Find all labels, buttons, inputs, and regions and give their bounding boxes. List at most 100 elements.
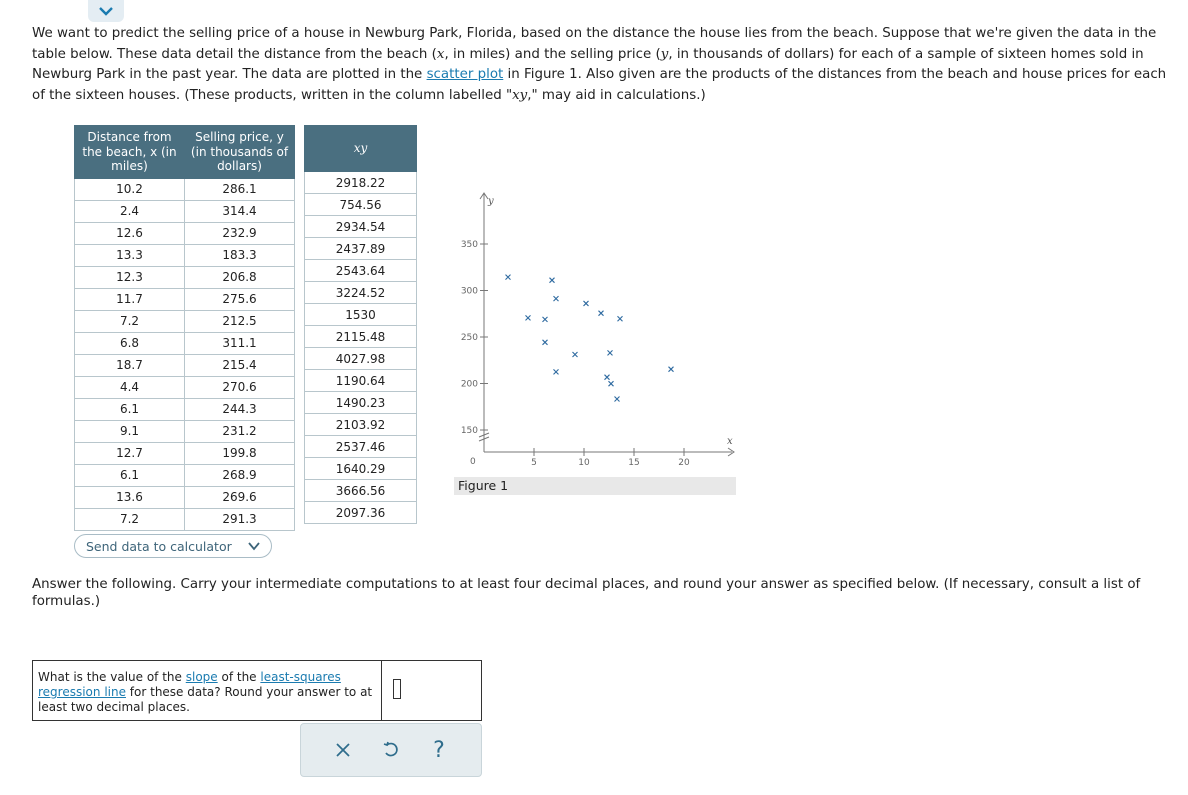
collapse-button[interactable]: [88, 0, 124, 22]
slope-link[interactable]: slope: [185, 670, 218, 684]
close-icon: [336, 743, 350, 757]
price-cell: 199.8: [184, 441, 295, 465]
xy-cell: 1530: [304, 303, 417, 326]
distance-cell: 12.6: [74, 221, 185, 245]
undo-icon: [383, 741, 398, 757]
data-point: [608, 380, 614, 387]
distance-cell: 13.3: [74, 243, 185, 267]
table-row: 13.6 269.6: [74, 485, 295, 509]
y-axis-label: y: [487, 196, 494, 207]
table-row: 3224.52: [304, 281, 417, 304]
table-row: 1490.23: [304, 391, 417, 414]
x-tick-label: 10: [578, 458, 590, 468]
table-row: 2537.46: [304, 435, 417, 458]
axis-break-mark: [478, 432, 490, 442]
header-distance: Distance from the beach, x (in miles): [74, 125, 185, 179]
table-row: 6.1 244.3: [74, 397, 295, 421]
y-axis-arrow: [479, 192, 489, 200]
table-row: 2543.64: [304, 259, 417, 282]
price-cell: 270.6: [184, 375, 295, 399]
scatter-plot-link[interactable]: scatter plot: [426, 67, 504, 83]
x-tick-label: 5: [531, 458, 537, 468]
price-cell: 286.1: [184, 177, 295, 201]
table-row: 12.6 232.9: [74, 221, 295, 245]
xy-cell: 2097.36: [304, 501, 417, 524]
divider: [381, 661, 382, 720]
send-data-button[interactable]: Send data to calculator: [74, 534, 272, 558]
distance-cell: 2.4: [74, 199, 185, 223]
table-row: 2103.92: [304, 413, 417, 436]
distance-cell: 12.7: [74, 441, 185, 465]
distance-cell: 13.6: [74, 485, 185, 509]
y-tick-label: 350: [461, 240, 478, 250]
data-point: [505, 274, 511, 280]
price-cell: 206.8: [184, 265, 295, 289]
table-row: 9.1 231.2: [74, 419, 295, 443]
header-price: Selling price, y (in thousands of dollar…: [184, 125, 295, 179]
problem-intro: We want to predict the selling price of …: [32, 26, 1167, 103]
x-tick-label: 15: [628, 458, 639, 468]
x-tick-label: 20: [678, 458, 690, 468]
distance-cell: 7.2: [74, 507, 185, 531]
least-squares-link[interactable]: least-squares regression line: [38, 670, 341, 699]
distance-cell: 6.1: [74, 463, 185, 487]
header-xy: xy: [304, 125, 417, 172]
table-row: 1190.64: [304, 369, 417, 392]
data-point: [617, 315, 623, 322]
price-cell: 269.6: [184, 485, 295, 509]
slope-answer-input[interactable]: [393, 679, 401, 699]
scatter-plot: x y 0 5 10 15 20 150 200 250 300 350: [461, 192, 735, 468]
xy-cell: 1190.64: [304, 369, 417, 392]
xy-table: xy 2918.22 754.56 2934.54 2437.89 2543.64 322…: [304, 125, 417, 524]
data-point: [583, 300, 589, 307]
y-tick-label: 300: [461, 287, 478, 297]
distance-cell: 9.1: [74, 419, 185, 443]
undo-button[interactable]: [377, 736, 405, 764]
table-row: 7.2 212.5: [74, 309, 295, 333]
price-cell: 275.6: [184, 287, 295, 311]
xy-cell: 2543.64: [304, 259, 417, 282]
y-tick-label: 150: [461, 426, 478, 436]
clear-button[interactable]: [329, 736, 357, 764]
xy-cell: 2437.89: [304, 237, 417, 260]
data-point: [553, 368, 559, 375]
distance-cell: 6.8: [74, 331, 185, 355]
question-box: What is the value of the slope of the le…: [32, 660, 482, 721]
price-cell: 183.3: [184, 243, 295, 267]
table-row: 1530: [304, 303, 417, 326]
table-row: 2918.22: [304, 171, 417, 194]
table-row: 12.7 199.8: [74, 441, 295, 465]
table-row: 2437.89: [304, 237, 417, 260]
price-cell: 231.2: [184, 419, 295, 443]
xy-cell: 1490.23: [304, 391, 417, 414]
x-axis-label: x: [727, 436, 733, 447]
xy-cell: 3666.56: [304, 479, 417, 502]
table-row: 4.4 270.6: [74, 375, 295, 399]
xy-cell: 2103.92: [304, 413, 417, 436]
xy-cell: 4027.98: [304, 347, 417, 370]
data-point: [572, 351, 578, 358]
data-point: [614, 396, 620, 402]
xy-cell: 3224.52: [304, 281, 417, 304]
help-icon: ?: [433, 737, 445, 763]
table-row: 18.7 215.4: [74, 353, 295, 377]
xy-cell: 754.56: [304, 193, 417, 216]
data-point: [525, 314, 531, 321]
xy-cell: 2537.46: [304, 435, 417, 458]
data-point: [542, 339, 548, 346]
table-row: 12.3 206.8: [74, 265, 295, 289]
distance-cell: 7.2: [74, 309, 185, 333]
data-point: [549, 277, 555, 284]
distance-cell: 4.4: [74, 375, 185, 399]
data-table: Distance from the beach, x (in miles) Se…: [74, 125, 295, 531]
distance-cell: 12.3: [74, 265, 185, 289]
distance-cell: 18.7: [74, 353, 185, 377]
list-of-formulas-link[interactable]: list of formulas: [32, 577, 1141, 609]
help-button[interactable]: ?: [425, 736, 453, 764]
table-row: 10.2 286.1: [74, 177, 295, 201]
data-point: [598, 310, 604, 317]
chevron-down-icon: [99, 7, 113, 16]
data-point: [542, 316, 548, 323]
distance-cell: 6.1: [74, 397, 185, 421]
table-row: 6.8 311.1: [74, 331, 295, 355]
